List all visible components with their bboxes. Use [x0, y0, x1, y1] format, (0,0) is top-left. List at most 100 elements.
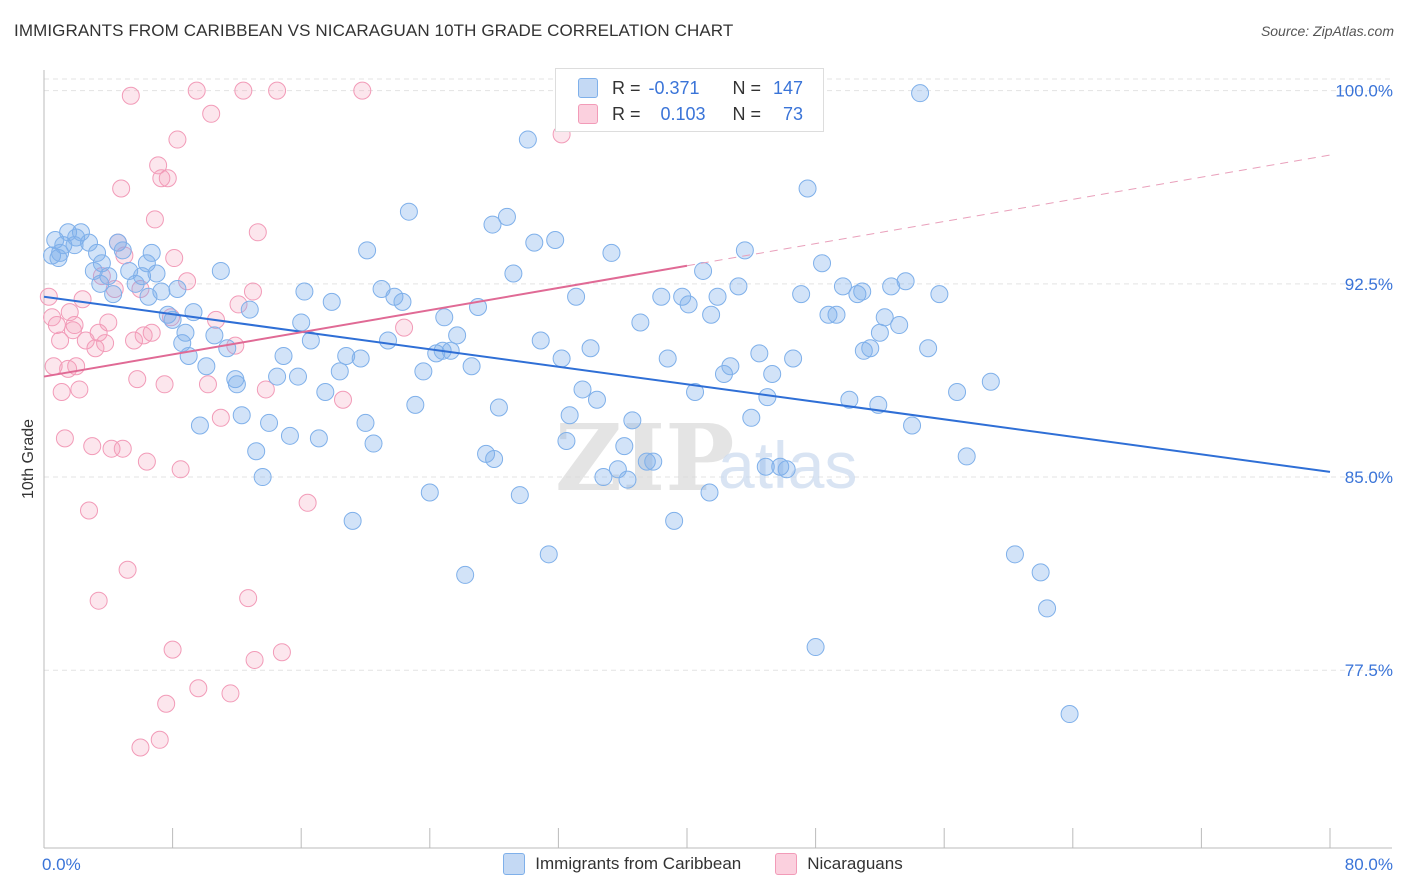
nicaraguan-point — [145, 210, 164, 229]
caribbean-point — [525, 233, 544, 252]
caribbean-point — [343, 511, 362, 530]
caribbean-point — [618, 470, 637, 489]
nicaraguan-point — [202, 104, 221, 123]
nicaraguan-point — [256, 380, 275, 399]
caribbean-point — [232, 406, 251, 425]
nicaraguan-point — [118, 560, 137, 579]
y-axis-label: 10th Grade — [20, 419, 37, 499]
caribbean-point — [870, 323, 889, 342]
nicaraguan-point — [245, 650, 264, 669]
caribbean-point — [295, 282, 314, 301]
caribbean-point — [330, 362, 349, 381]
caribbean-point — [594, 468, 613, 487]
n-value: 147 — [773, 77, 804, 98]
nicaraguan-point — [73, 290, 92, 309]
caribbean-point — [483, 215, 502, 234]
caribbean-point — [91, 274, 110, 293]
caribbean-point — [750, 344, 769, 363]
caribbean-point — [861, 339, 880, 358]
caribbean-point — [351, 349, 370, 368]
caribbean-point — [702, 305, 721, 324]
trend-lines — [43, 154, 1331, 473]
caribbean-point — [777, 460, 796, 479]
nicaraguan-point — [239, 589, 258, 608]
nicaraguan-point — [150, 730, 169, 749]
nicaraguan-trend-line — [43, 264, 688, 378]
stats-row-nicaraguan: R = 0.103 N = 73 — [578, 101, 803, 127]
caribbean-point — [489, 398, 508, 417]
caribbean-point — [218, 339, 237, 358]
nicaraguan-point — [198, 375, 217, 394]
caribbean-point — [896, 272, 915, 291]
caribbean-point — [573, 380, 592, 399]
caribbean-point — [485, 450, 504, 468]
caribbean-point — [420, 483, 439, 502]
caribbean-point — [637, 452, 656, 471]
nicaraguan-point — [248, 223, 267, 242]
n-label: N = — [732, 77, 762, 98]
caribbean-point — [518, 130, 537, 149]
caribbean-point — [853, 282, 872, 301]
legend-item-nicaraguans[interactable]: Nicaraguans — [775, 853, 903, 875]
nicaraguan-point — [70, 380, 89, 399]
caribbean-point — [316, 383, 335, 402]
caribbean-point — [399, 202, 418, 221]
watermark-atlas: atlas — [718, 428, 857, 502]
caribbean-point — [379, 331, 398, 350]
caribbean-point — [126, 274, 145, 293]
caribbean-point — [456, 565, 475, 584]
caribbean-point — [205, 326, 224, 345]
caribbean-point — [531, 331, 550, 350]
caribbean-point — [268, 367, 287, 386]
caribbean-point — [301, 331, 320, 350]
caribbean-point — [623, 411, 642, 430]
nicaraguan-point — [158, 169, 177, 188]
caribbean-point — [274, 346, 293, 365]
watermark: ZIP atlas — [555, 404, 857, 512]
nicaraguan-point — [155, 375, 174, 394]
caribbean-point — [827, 305, 846, 324]
nicaraguan-point — [163, 640, 182, 659]
nicaraguan-point — [51, 331, 70, 350]
caribbean-point — [1038, 599, 1057, 618]
r-value: -0.371 — [648, 77, 700, 98]
nicaraguan-point — [211, 408, 230, 427]
caribbean-point — [673, 287, 692, 306]
nicaraguan-point — [189, 679, 208, 698]
caribbean-point — [280, 426, 299, 445]
caribbean-point — [833, 277, 852, 296]
nicaraguan-point — [128, 370, 147, 389]
caribbean-point — [806, 638, 825, 657]
stats-swatch-nicaraguan — [578, 104, 598, 124]
caribbean-point — [176, 323, 195, 342]
nicaraguan-point — [298, 493, 317, 512]
caribbean-point — [168, 279, 187, 298]
caribbean-point — [309, 429, 328, 448]
data-points — [39, 81, 1079, 757]
caribbean-point — [714, 364, 733, 383]
caribbean-point — [919, 339, 938, 358]
nicaraguan-point — [395, 318, 414, 337]
caribbean-point — [393, 292, 412, 311]
nicaraguan-point — [187, 81, 206, 100]
nicaraguan-point — [86, 339, 105, 358]
caribbean-point — [700, 483, 719, 502]
r-label: R = — [612, 77, 641, 98]
y-tick-label: 100.0% — [1335, 82, 1393, 101]
legend-item-caribbean[interactable]: Immigrants from Caribbean — [503, 853, 741, 875]
caribbean-point — [197, 357, 216, 376]
caribbean-point — [631, 313, 650, 332]
caribbean-point — [948, 383, 967, 402]
caribbean-point — [658, 349, 677, 368]
caribbean-point — [840, 390, 859, 409]
stats-swatch-caribbean — [578, 78, 598, 98]
caribbean-point — [679, 295, 698, 314]
caribbean-point — [560, 406, 579, 425]
caribbean-point — [211, 261, 230, 280]
caribbean-point — [557, 431, 576, 450]
y-tick-label: 85.0% — [1345, 468, 1393, 487]
nicaraguan-point — [65, 316, 84, 335]
y-tick-label: 77.5% — [1345, 661, 1393, 680]
caribbean-point — [644, 452, 663, 471]
caribbean-point — [890, 316, 909, 335]
